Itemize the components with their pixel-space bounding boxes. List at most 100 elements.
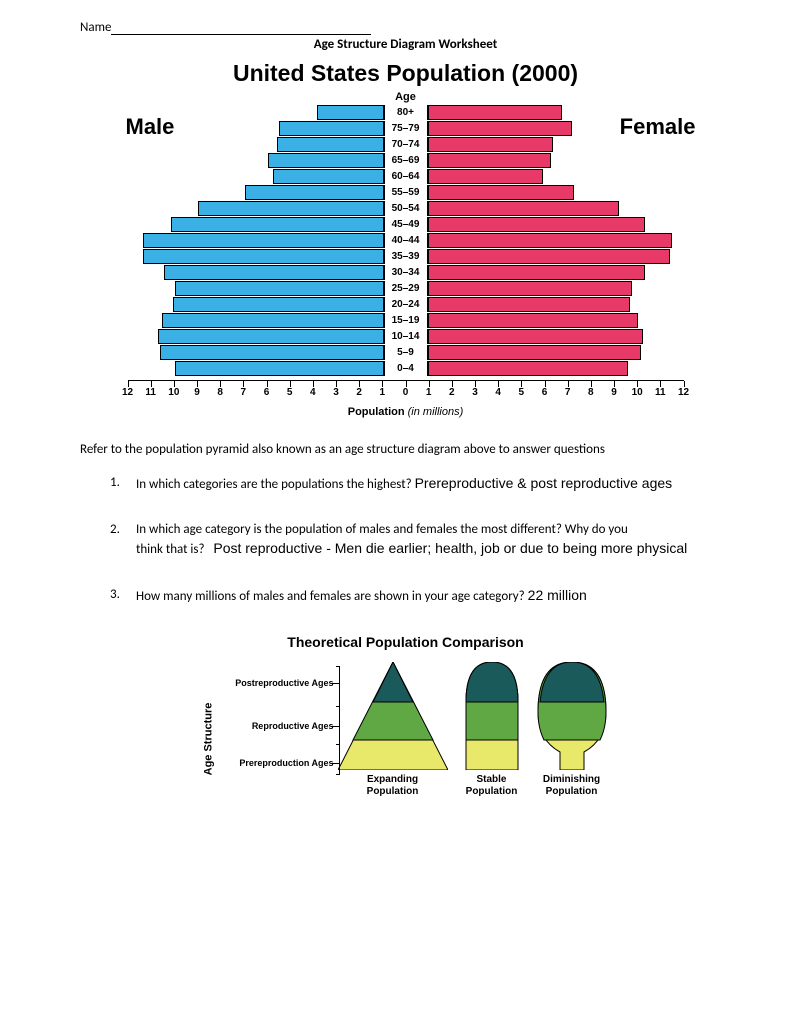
- female-bar: [428, 281, 632, 296]
- tick-label: 1: [426, 387, 432, 398]
- population-pyramid-chart: United States Population (2000) Age Male…: [86, 60, 726, 418]
- pyramid-row: 5–9: [128, 344, 684, 360]
- female-bar: [428, 233, 673, 248]
- age-label: 70–74: [384, 137, 428, 152]
- male-bar: [158, 329, 384, 344]
- male-bar: [245, 185, 383, 200]
- male-bar: [317, 105, 383, 120]
- worksheet-title: Age Structure Diagram Worksheet: [80, 37, 731, 52]
- tick-label: 9: [611, 387, 617, 398]
- x-axis-title: Population (in millions): [86, 406, 726, 418]
- pyramid-row: 55–59: [128, 184, 684, 200]
- tick-label: 1: [380, 387, 386, 398]
- age-label: 65–69: [384, 153, 428, 168]
- tick-label: 3: [472, 387, 478, 398]
- answer-text: Post reproductive - Men die earlier; hea…: [213, 540, 687, 556]
- female-bar: [428, 185, 575, 200]
- pyramid-row: 80+: [128, 104, 684, 120]
- tpc-shape-label: DiminishingPopulation: [536, 774, 608, 798]
- question: 3. How many millions of males and females…: [110, 587, 731, 604]
- female-bar: [428, 249, 671, 264]
- question-text: How many millions of males and females a…: [136, 589, 525, 604]
- tick-label: 2: [449, 387, 455, 398]
- question-list: 1.In which categories are the population…: [80, 475, 731, 604]
- female-bar: [428, 217, 645, 232]
- pyramid-row: 50–54: [128, 200, 684, 216]
- female-bar: [428, 361, 628, 376]
- male-bar: [162, 313, 384, 328]
- pyramid-row: 15–19: [128, 312, 684, 328]
- tick-label: 12: [122, 387, 133, 398]
- pyramid-row: 70–74: [128, 136, 684, 152]
- age-label: 55–59: [384, 185, 428, 200]
- tpc-shapes: ExpandingPopulation StablePopulation Dimin…: [338, 662, 608, 798]
- tick-label: 12: [678, 387, 689, 398]
- age-label: 15–19: [384, 313, 428, 328]
- tpc-shape: ExpandingPopulation: [338, 662, 448, 798]
- diminishing-icon: [536, 662, 608, 770]
- tpc-shape: StablePopulation: [460, 662, 524, 798]
- expanding-icon: [338, 662, 448, 770]
- age-label: 80+: [384, 105, 428, 120]
- question-text: In which age category is the population …: [136, 522, 628, 537]
- pyramid-row: 75–79: [128, 120, 684, 136]
- tick-label: 10: [632, 387, 643, 398]
- age-label: 75–79: [384, 121, 428, 136]
- male-bar: [268, 153, 383, 168]
- age-label: 45–49: [384, 217, 428, 232]
- tpc-shape-label: StablePopulation: [460, 774, 524, 798]
- pyramid-row: 0–4: [128, 360, 684, 376]
- pyramid-row: 25–29: [128, 280, 684, 296]
- question: 2. In which age category is the populatio…: [110, 522, 731, 557]
- pyramid-row: 10–14: [128, 328, 684, 344]
- male-bar: [279, 121, 383, 136]
- tick-label: 0: [403, 387, 409, 398]
- tpc-legend: Postreproductive AgesReproductive AgesPr…: [224, 666, 334, 776]
- female-bar: [428, 153, 552, 168]
- tick-label: 3: [333, 387, 339, 398]
- age-label: 35–39: [384, 249, 428, 264]
- tpc-shape: DiminishingPopulation: [536, 662, 608, 798]
- pyramid-row: 35–39: [128, 248, 684, 264]
- female-bar: [428, 121, 573, 136]
- question-number: 3.: [110, 587, 120, 602]
- male-bar: [175, 361, 384, 376]
- female-bar: [428, 105, 562, 120]
- theoretical-comparison-section: Theoretical Population Comparison Age St…: [80, 634, 731, 803]
- female-bar: [428, 297, 630, 312]
- pyramid-row: 45–49: [128, 216, 684, 232]
- tpc-legend-item: Postreproductive Ages: [235, 678, 333, 688]
- tpc-legend-item: Reproductive Ages: [252, 721, 334, 731]
- tick-label: 11: [145, 387, 156, 398]
- tick-label: 9: [194, 387, 200, 398]
- answer-text: Prereproductive & post reproductive ages: [415, 475, 673, 491]
- intro-text: Refer to the population pyramid also kno…: [80, 442, 731, 457]
- male-bar: [143, 233, 384, 248]
- age-label: 50–54: [384, 201, 428, 216]
- tick-label: 7: [565, 387, 571, 398]
- age-label: 20–24: [384, 297, 428, 312]
- age-label: 40–44: [384, 233, 428, 248]
- female-bar: [428, 169, 543, 184]
- question-number: 2.: [110, 522, 120, 537]
- answer-text: 22 million: [528, 587, 587, 603]
- age-header: Age: [86, 91, 726, 103]
- chart-title: United States Population (2000): [86, 60, 726, 87]
- female-bar: [428, 201, 620, 216]
- age-label: 10–14: [384, 329, 428, 344]
- male-bar: [171, 217, 384, 232]
- name-field: Name: [80, 20, 731, 35]
- stable-icon: [460, 662, 524, 770]
- age-label: 5–9: [384, 345, 428, 360]
- question-text: think that is?: [136, 542, 205, 557]
- male-bar: [160, 345, 384, 360]
- tpc-shape-label: ExpandingPopulation: [338, 774, 448, 798]
- male-bar: [198, 201, 383, 216]
- question-number: 1.: [110, 475, 120, 490]
- pyramid-row: 60–64: [128, 168, 684, 184]
- tick-label: 10: [168, 387, 179, 398]
- male-bar: [273, 169, 384, 184]
- tick-label: 6: [264, 387, 270, 398]
- female-bar: [428, 329, 643, 344]
- tick-label: 11: [655, 387, 666, 398]
